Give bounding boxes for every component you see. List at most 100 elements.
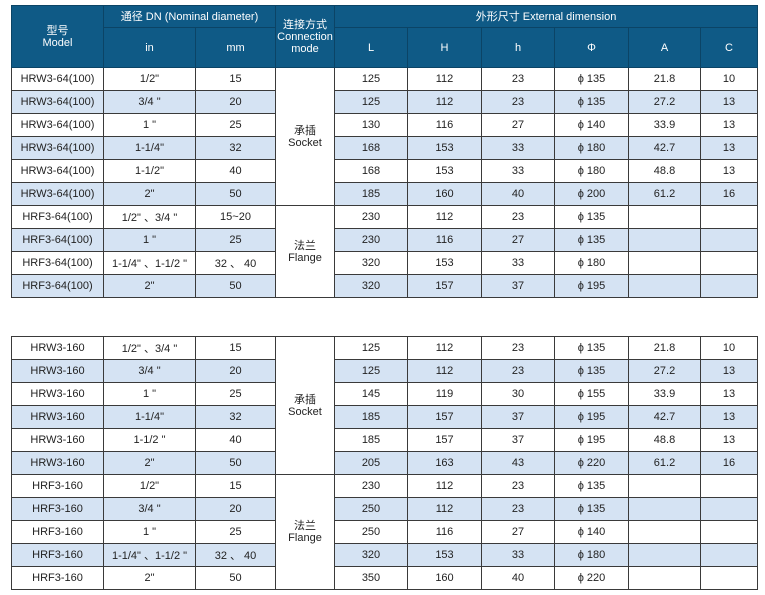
cell-L: 185 xyxy=(334,405,408,429)
cell-L: 350 xyxy=(334,566,408,590)
cell-connection-mode: 法兰 Flange xyxy=(275,474,335,590)
cell-mm: 20 xyxy=(195,497,276,521)
cell-phi: ϕ 135 xyxy=(554,336,629,360)
spec-table-64: 型号 Model 通径 DN (Nominal diameter) 连接方式 Con… xyxy=(11,5,759,298)
cell-C xyxy=(700,474,758,498)
cell-phi: ϕ 200 xyxy=(554,182,629,206)
cell-model: HRW3-64(100) xyxy=(11,182,104,206)
cell-in: 1-1/2" xyxy=(103,159,196,183)
table-row: HRW3-160 1-1/4" 32 185 157 37 ϕ 195 42.7 13 xyxy=(11,405,758,429)
cell-A: 61.2 xyxy=(628,182,701,206)
cell-C xyxy=(699,274,759,298)
cell-H: 160 xyxy=(407,182,482,206)
cell-C xyxy=(700,566,758,590)
cell-H: 112 xyxy=(407,336,482,360)
cell-L: 125 xyxy=(334,67,408,91)
cell-H: 160 xyxy=(407,566,482,590)
cell-A xyxy=(628,474,701,498)
cell-mm: 32 、 40 xyxy=(195,251,276,275)
cell-C: 13 xyxy=(699,136,759,160)
cell-H: 116 xyxy=(407,520,482,544)
cell-mm: 50 xyxy=(195,566,276,590)
cell-h: 27 xyxy=(481,228,555,252)
cell-phi: ϕ 180 xyxy=(554,159,629,183)
table-row: HRW3-64(100) 1/2" 15 承插 Socket 125 112 23 ϕ 135 2… xyxy=(11,67,759,206)
cell-C: 13 xyxy=(700,382,758,406)
header-nominal-diameter: 通径 DN (Nominal diameter) xyxy=(103,5,276,28)
table-row: HRF3-160 1/2" 15 法兰 Flange 230 112 23 ϕ 135 xyxy=(11,474,758,590)
cell-C: 10 xyxy=(699,67,759,91)
cell-mm: 25 xyxy=(195,520,276,544)
cell-C: 16 xyxy=(700,451,758,475)
cell-connection-mode: 承插 Socket xyxy=(275,336,335,475)
cell-A: 42.7 xyxy=(628,136,701,160)
cell-C: 13 xyxy=(700,359,758,383)
cell-mm: 40 xyxy=(195,159,276,183)
cell-model: HRF3-160 xyxy=(11,474,104,498)
cell-phi: ϕ 135 xyxy=(554,228,629,252)
cell-in: 2" xyxy=(103,566,196,590)
cell-A: 21.8 xyxy=(628,67,701,91)
cell-model: HRF3-160 xyxy=(11,520,104,544)
cell-A: 61.2 xyxy=(628,451,701,475)
cell-L: 130 xyxy=(334,113,408,137)
cell-H: 112 xyxy=(407,90,482,114)
cell-phi: ϕ 135 xyxy=(554,497,629,521)
cell-model: HRF3-64(100) xyxy=(11,228,104,252)
cell-mm: 15 xyxy=(195,336,276,360)
cell-phi: ϕ 180 xyxy=(554,136,629,160)
cell-in: 2" xyxy=(103,182,196,206)
cell-A: 48.8 xyxy=(628,428,701,452)
header-connection-mode: 连接方式 Connection mode xyxy=(275,5,335,68)
cell-C: 13 xyxy=(699,90,759,114)
cell-h: 37 xyxy=(481,405,555,429)
cell-mm: 15~20 xyxy=(195,205,276,229)
table-row: HRF3-160 1-1/4" 、1-1/2 " 32 、 40 320 153 33 ϕ … xyxy=(11,543,758,567)
table-row: HRF3-64(100) 1 " 25 230 116 27 ϕ 135 xyxy=(11,228,759,252)
cell-in: 1-1/2 " xyxy=(103,428,196,452)
cell-L: 125 xyxy=(334,359,408,383)
table-row: HRW3-64(100) 1-1/4" 32 168 153 33 ϕ 180 42.7 13 xyxy=(11,136,759,160)
cell-A: 33.9 xyxy=(628,382,701,406)
header-h: h xyxy=(481,27,555,68)
cell-in: 3/4 " xyxy=(103,90,196,114)
cell-H: 157 xyxy=(407,405,482,429)
cell-mm: 50 xyxy=(195,274,276,298)
cell-phi: ϕ 220 xyxy=(554,451,629,475)
cell-A: 48.8 xyxy=(628,159,701,183)
cell-h: 40 xyxy=(481,566,555,590)
cell-L: 185 xyxy=(334,182,408,206)
cell-L: 125 xyxy=(334,90,408,114)
cell-model: HRW3-64(100) xyxy=(11,67,104,91)
cell-mm: 20 xyxy=(195,90,276,114)
cell-model: HRW3-160 xyxy=(11,405,104,429)
cell-model: HRF3-160 xyxy=(11,543,104,567)
cell-H: 112 xyxy=(407,67,482,91)
cell-L: 320 xyxy=(334,274,408,298)
cell-A xyxy=(628,543,701,567)
cell-in: 1-1/4" 、1-1/2 " xyxy=(103,543,196,567)
cell-h: 23 xyxy=(481,67,555,91)
cell-L: 168 xyxy=(334,136,408,160)
cell-mm: 25 xyxy=(195,228,276,252)
cell-L: 230 xyxy=(334,474,408,498)
cell-H: 163 xyxy=(407,451,482,475)
cell-phi: ϕ 180 xyxy=(554,251,629,275)
cell-h: 37 xyxy=(481,428,555,452)
cell-h: 33 xyxy=(481,251,555,275)
table-row: HRF3-64(100) 1/2" 、3/4 " 15~20 法兰 Flange 230 1… xyxy=(11,205,759,298)
header-model: 型号 Model xyxy=(11,5,104,68)
cell-phi: ϕ 195 xyxy=(554,405,629,429)
cell-C: 10 xyxy=(700,336,758,360)
table-row: HRF3-160 2" 50 350 160 40 ϕ 220 xyxy=(11,566,758,590)
cell-model: HRW3-160 xyxy=(11,359,104,383)
cell-A: 21.8 xyxy=(628,336,701,360)
cell-model: HRW3-160 xyxy=(11,451,104,475)
cell-H: 112 xyxy=(407,205,482,229)
table-row: HRW3-64(100) 3/4 " 20 125 112 23 ϕ 135 27.2 13 xyxy=(11,90,759,114)
cell-mm: 32 、 40 xyxy=(195,543,276,567)
cell-C xyxy=(699,205,759,229)
header-external-dimension: 外形尺寸 External dimension xyxy=(333,5,759,28)
header-C: C xyxy=(699,27,759,68)
table-row: HRF3-64(100) 2" 50 320 157 37 ϕ 195 xyxy=(11,274,759,298)
